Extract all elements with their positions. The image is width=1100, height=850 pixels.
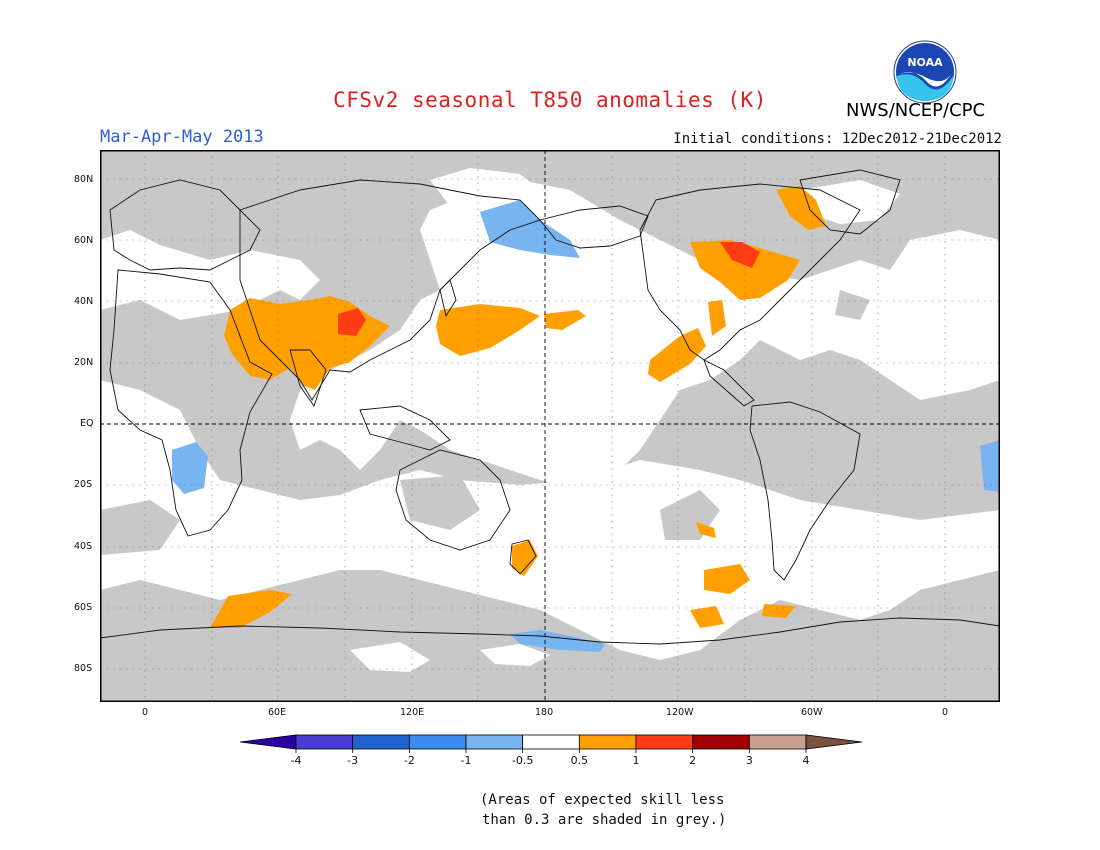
north-america-warm-anomaly <box>690 240 800 300</box>
lat-label: 80S <box>74 663 93 674</box>
west-pacific-warm-anomaly <box>436 304 540 356</box>
initial-conditions-label: Initial conditions: 12Dec2012-21Dec2012 <box>673 131 1002 147</box>
colorbar-label: 4 <box>803 754 810 767</box>
lon-label: 120W <box>666 707 694 718</box>
southern-ocean-warm-anomaly-2 <box>704 564 750 594</box>
southern-ocean-warm-anomaly-4 <box>762 604 796 618</box>
lat-label: 20S <box>74 479 93 490</box>
east-pacific-warm-anomaly <box>648 328 706 382</box>
colorbar-label: 3 <box>746 754 753 767</box>
colorbar-swatch <box>408 734 467 750</box>
lon-label: 0 <box>142 707 149 718</box>
agency-label: NWS/NCEP/CPC <box>846 100 986 121</box>
strong-warm-anomaly-regions <box>338 242 760 336</box>
southern-ocean-warm-anomaly-3 <box>690 606 724 628</box>
tibet-strong-warm <box>338 308 366 336</box>
colorbar-swatch <box>465 734 524 750</box>
colorbar-label: -4 <box>291 754 302 767</box>
lat-label: 40N <box>74 296 94 307</box>
canada-strong-warm <box>720 242 760 268</box>
neutral-regions <box>100 168 1000 672</box>
colorbar-swatch <box>295 734 354 750</box>
colorbar-low-arrow <box>240 734 297 750</box>
lat-label: 60S <box>74 602 93 613</box>
lat-label: 20N <box>74 357 94 368</box>
colorbar-label: -0.5 <box>512 754 533 767</box>
map-grid <box>100 150 1000 702</box>
lon-label: 180 <box>535 707 554 718</box>
colorbar-label: 1 <box>633 754 640 767</box>
colorbar-label: -3 <box>347 754 358 767</box>
south-atlantic-cool-anomaly <box>980 440 1000 492</box>
colorbar-swatch <box>635 734 694 750</box>
logo-text: NOAA <box>907 56 943 69</box>
colorbar-high-arrow <box>805 734 862 750</box>
lat-label: 60N <box>74 235 94 246</box>
footnote-line-1: (Areas of expected skill less <box>480 792 725 808</box>
colorbar-label: 0.5 <box>571 754 589 767</box>
baffin-warm-anomaly <box>776 186 826 230</box>
south-pacific-warm-anomaly <box>696 522 716 538</box>
lon-label: 60E <box>268 707 287 718</box>
warm-anomaly-regions <box>210 186 826 628</box>
colorbar-label: -2 <box>404 754 415 767</box>
nz-warm-anomaly <box>512 540 538 576</box>
coastlines <box>100 169 1000 645</box>
lat-label: 80N <box>74 174 94 185</box>
colorbar-label: 2 <box>689 754 696 767</box>
gulf-warm-anomaly <box>708 300 726 336</box>
colorbar-swatch <box>522 734 580 750</box>
colorbar-labels: -4 -3 -2 -1 -0.5 0.5 1 2 3 4 <box>291 749 810 767</box>
skill-footnote: (Areas of expected skill less than 0.3 a… <box>480 790 726 830</box>
season-label: Mar-Apr-May 2013 <box>100 127 264 147</box>
colorbar-swatch <box>352 734 410 750</box>
lat-label: EQ <box>80 418 94 429</box>
colorbar: -4 -3 -2 -1 -0.5 0.5 1 2 3 4 <box>240 734 862 767</box>
low-skill-patches <box>100 290 980 555</box>
central-pacific-warm-anomaly <box>544 310 586 330</box>
lon-label: 60W <box>801 707 823 718</box>
map-frame <box>100 150 1000 702</box>
noaa-logo-icon: NOAA <box>893 40 957 104</box>
lat-label: 40S <box>74 541 93 552</box>
lon-label: 120E <box>400 707 425 718</box>
footnote-line-2: than 0.3 are shaded in grey.) <box>482 812 727 828</box>
colorbar-swatches <box>240 734 862 750</box>
southern-ocean-warm-anomaly-1 <box>210 590 292 628</box>
colorbar-swatch <box>578 734 637 750</box>
colorbar-label: -1 <box>461 754 472 767</box>
anomaly-map <box>100 150 1000 702</box>
colorbar-swatch <box>748 734 807 750</box>
lon-label: 0 <box>942 707 949 718</box>
map-title: CFSv2 seasonal T850 anomalies (K) <box>333 88 767 112</box>
east-africa-cool-anomaly <box>172 442 208 494</box>
colorbar-swatch <box>692 734 750 750</box>
bering-cool-anomaly <box>480 200 580 258</box>
